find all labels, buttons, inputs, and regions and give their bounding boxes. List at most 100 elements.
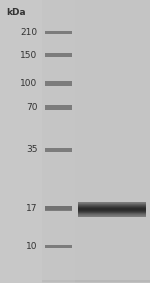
Bar	[42, 281, 150, 282]
Bar	[42, 281, 150, 282]
Bar	[42, 280, 150, 282]
Bar	[42, 280, 150, 282]
Bar	[42, 281, 150, 283]
Text: 100: 100	[20, 79, 38, 88]
Bar	[42, 281, 150, 283]
Bar	[42, 281, 150, 282]
Bar	[42, 281, 150, 282]
Bar	[42, 282, 150, 283]
Bar	[42, 281, 150, 282]
Bar	[42, 281, 150, 283]
Bar	[42, 281, 150, 283]
Bar	[42, 280, 150, 282]
Bar	[42, 281, 150, 283]
Bar	[42, 281, 150, 282]
Bar	[42, 281, 150, 283]
Bar	[42, 281, 150, 282]
Bar	[42, 281, 150, 282]
Bar	[42, 281, 150, 282]
Bar	[42, 282, 150, 283]
Bar	[42, 280, 150, 282]
Text: 150: 150	[20, 51, 38, 60]
Bar	[42, 281, 150, 282]
Bar	[42, 281, 150, 282]
Bar	[42, 281, 150, 282]
Bar	[42, 280, 150, 282]
Bar	[42, 282, 150, 283]
Bar	[42, 281, 150, 283]
Bar	[42, 280, 150, 282]
Bar	[42, 280, 150, 282]
Text: 35: 35	[26, 145, 38, 155]
Bar	[78, 212, 146, 213]
Bar	[42, 281, 150, 282]
Bar	[42, 281, 150, 283]
Bar	[42, 280, 150, 282]
Bar	[42, 280, 150, 282]
Bar	[42, 280, 150, 282]
Bar	[78, 204, 146, 205]
Bar	[42, 0, 75, 283]
Bar	[42, 282, 150, 283]
Bar	[42, 280, 150, 282]
Bar	[42, 281, 150, 283]
Bar	[42, 280, 150, 282]
Bar	[42, 282, 150, 283]
Bar	[42, 281, 150, 282]
Bar	[42, 281, 150, 282]
Bar	[42, 280, 150, 282]
Bar	[42, 280, 150, 282]
Bar	[42, 281, 150, 283]
Bar	[42, 280, 150, 282]
Bar	[42, 280, 150, 282]
Bar	[42, 281, 150, 283]
Bar	[42, 281, 150, 283]
Bar	[42, 281, 150, 282]
Bar	[42, 281, 150, 282]
Bar	[42, 281, 150, 283]
Bar	[42, 281, 150, 283]
Bar	[42, 281, 150, 282]
Bar	[42, 280, 150, 282]
Bar	[42, 281, 150, 283]
Bar	[45, 81, 72, 86]
Bar	[42, 282, 150, 283]
Bar	[42, 281, 150, 283]
Bar	[42, 280, 150, 282]
Bar	[42, 281, 150, 282]
Bar	[42, 281, 150, 282]
Bar	[42, 280, 150, 282]
Bar	[42, 281, 150, 283]
Bar	[42, 281, 150, 283]
Bar	[42, 280, 150, 282]
Bar	[45, 206, 72, 210]
Bar	[42, 281, 150, 282]
Bar	[42, 280, 150, 282]
Bar	[42, 280, 150, 282]
Bar	[42, 280, 150, 282]
Bar	[42, 280, 150, 282]
Bar	[42, 281, 150, 282]
Bar	[42, 282, 150, 283]
Bar	[42, 282, 150, 283]
Text: 210: 210	[20, 28, 38, 37]
Bar	[42, 281, 150, 282]
Bar	[42, 280, 150, 282]
Bar	[42, 281, 150, 282]
FancyBboxPatch shape	[42, 0, 150, 283]
Bar	[42, 280, 150, 282]
Bar	[42, 281, 150, 282]
Bar	[42, 281, 150, 282]
Bar	[78, 202, 146, 203]
Bar	[42, 280, 150, 282]
Bar	[78, 201, 146, 202]
Bar	[42, 281, 150, 282]
Bar	[42, 281, 150, 282]
Bar	[42, 281, 150, 282]
Bar	[42, 281, 150, 282]
Bar	[42, 281, 150, 283]
Bar	[42, 280, 150, 282]
Bar	[42, 280, 150, 282]
Bar	[42, 281, 150, 282]
Bar	[42, 281, 150, 283]
